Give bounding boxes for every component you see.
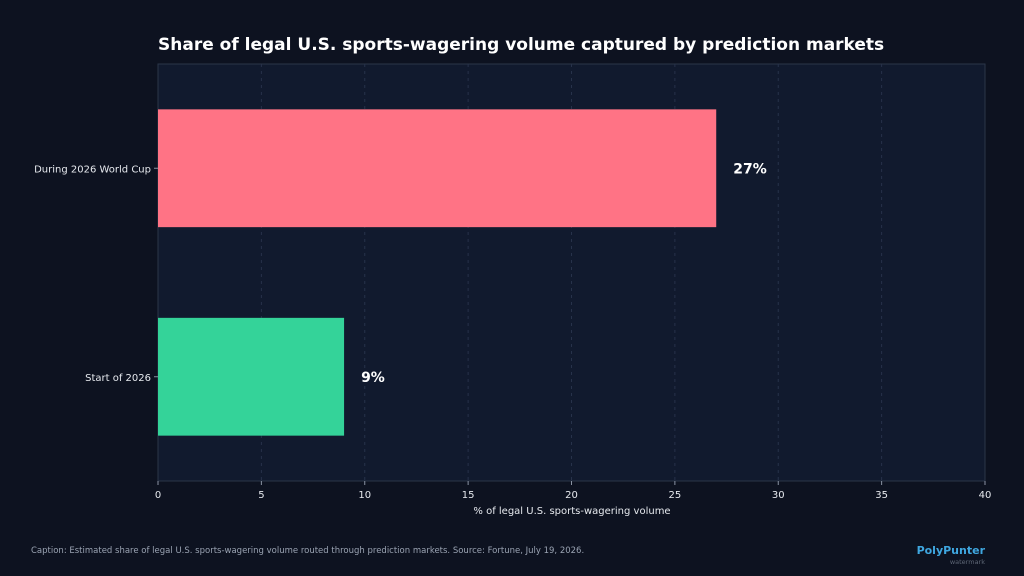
- x-tick-label: 30: [772, 490, 785, 501]
- caption: Caption: Estimated share of legal U.S. s…: [31, 546, 584, 556]
- brand-watermark: watermark: [950, 558, 985, 566]
- data-label: 9%: [361, 370, 385, 386]
- x-tick-label: 40: [979, 490, 992, 501]
- x-ticks: 0 5 10 15 20 25 30 35 40: [155, 481, 992, 501]
- x-tick-label: 20: [565, 490, 578, 501]
- bars: 27% 9%: [158, 109, 767, 436]
- x-tick-label: 25: [669, 490, 682, 501]
- x-axis-label: % of legal U.S. sports-wagering volume: [473, 506, 670, 517]
- x-tick-label: 0: [155, 490, 161, 501]
- x-tick-label: 15: [462, 490, 475, 501]
- category-label: During 2026 World Cup: [34, 164, 151, 175]
- category-labels: During 2026 World Cup Start of 2026: [34, 164, 158, 384]
- brand-name: PolyPunter: [917, 544, 986, 557]
- category-label: Start of 2026: [85, 373, 151, 384]
- x-tick-label: 35: [875, 490, 888, 501]
- data-label: 27%: [733, 161, 767, 177]
- bar: [158, 317, 345, 436]
- chart-title: Share of legal U.S. sports-wagering volu…: [158, 35, 884, 55]
- x-tick-label: 5: [258, 490, 264, 501]
- bar: [158, 109, 717, 228]
- x-tick-label: 10: [358, 490, 371, 501]
